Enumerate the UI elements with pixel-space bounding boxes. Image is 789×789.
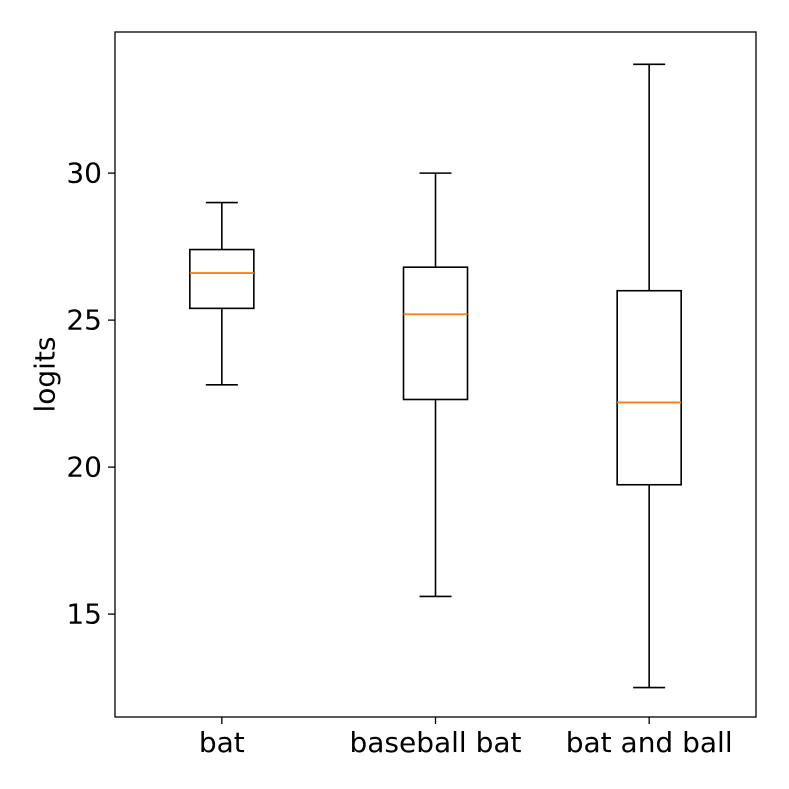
box-group	[616, 63, 682, 689]
y-tick-label: 30	[66, 157, 102, 190]
iqr-box	[616, 289, 682, 486]
y-tick-label: 25	[66, 304, 102, 337]
box-group	[189, 201, 255, 386]
y-tick-label: 15	[66, 598, 102, 631]
plot-frame	[114, 31, 757, 718]
iqr-box	[189, 248, 255, 310]
y-tick-label: 20	[66, 451, 102, 484]
y-axis-ticks: 15 20 25 30	[66, 157, 115, 631]
plot-marks	[189, 63, 682, 689]
box-group	[402, 172, 469, 598]
y-axis-label: logits	[29, 336, 62, 412]
x-tick-label: baseball bat	[349, 726, 521, 759]
x-tick-label: bat	[199, 726, 245, 759]
x-tick-label: bat and ball	[566, 726, 733, 759]
iqr-box	[402, 266, 469, 401]
x-axis-ticks: bat baseball bat bat and ball	[199, 717, 733, 759]
